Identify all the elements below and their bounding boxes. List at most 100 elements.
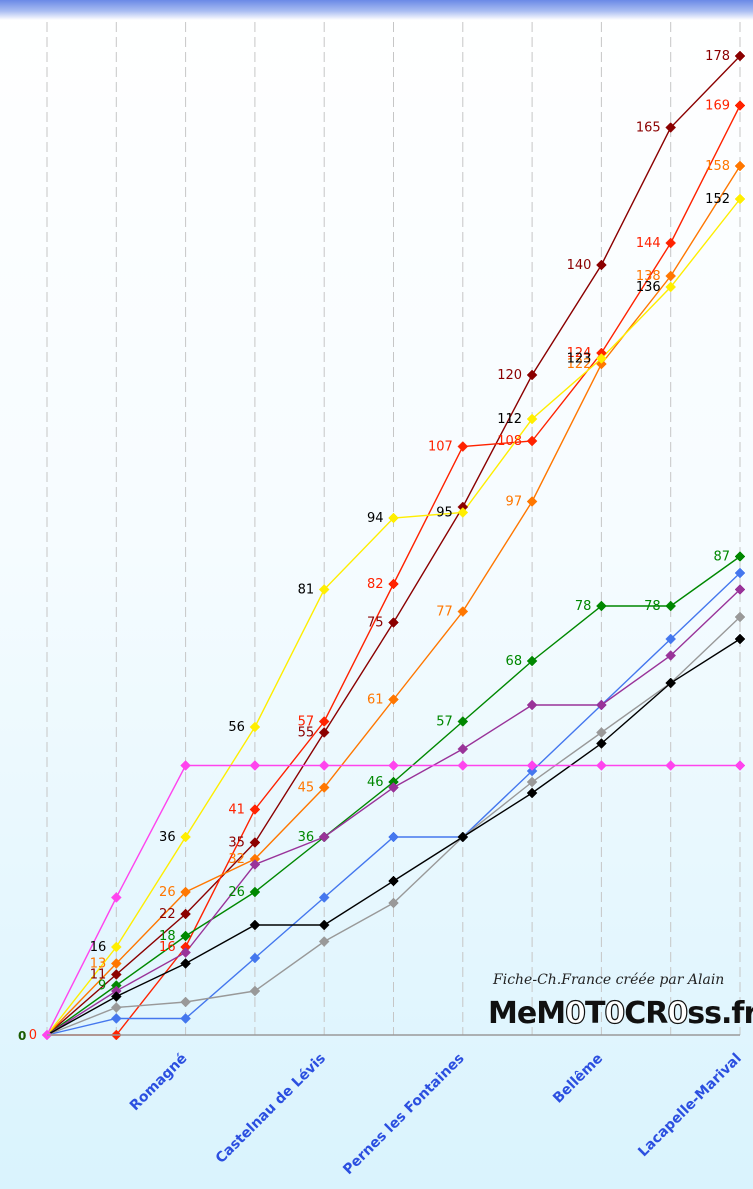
- data-point: [734, 50, 746, 62]
- data-point: [388, 897, 399, 909]
- data-point: [665, 270, 677, 282]
- data-label: 87: [713, 550, 730, 565]
- data-point: [734, 611, 746, 623]
- data-label: 124: [567, 346, 592, 361]
- data-point: [249, 886, 261, 898]
- data-label: 178: [705, 49, 730, 64]
- y-zero-label: 0: [18, 1029, 26, 1043]
- logo-part: 0: [667, 995, 689, 1031]
- data-point: [318, 716, 330, 727]
- data-point: [457, 716, 469, 727]
- data-label: 75: [367, 616, 384, 631]
- data-point: [249, 919, 261, 931]
- data-point: [665, 650, 677, 661]
- data-point: [388, 782, 399, 793]
- data-point: [526, 413, 538, 425]
- data-label: 122: [567, 357, 592, 372]
- logo-part: 0: [564, 995, 586, 1031]
- data-point: [110, 892, 122, 903]
- data-label: 138: [636, 269, 661, 284]
- data-label: 57: [298, 715, 315, 730]
- data-label: 158: [705, 159, 730, 174]
- data-point: [180, 831, 191, 843]
- data-point: [318, 936, 330, 947]
- data-label: 82: [367, 577, 384, 592]
- logo-part: ss: [687, 996, 722, 1031]
- data-point: [318, 831, 330, 843]
- data-point: [110, 1002, 122, 1013]
- data-label: 22: [159, 907, 176, 922]
- data-point: [526, 435, 538, 447]
- data-point: [110, 969, 122, 980]
- data-point: [526, 760, 538, 771]
- data-label: 32: [228, 852, 245, 867]
- data-label: 26: [228, 885, 245, 900]
- data-point: [249, 760, 261, 771]
- data-point: [249, 985, 261, 997]
- data-label: 55: [298, 726, 315, 741]
- data-point: [596, 699, 607, 711]
- data-point: [180, 1013, 191, 1024]
- data-point: [180, 886, 191, 898]
- data-point: [734, 193, 746, 205]
- data-point: [526, 776, 538, 788]
- data-point: [457, 743, 469, 755]
- data-point: [526, 765, 538, 777]
- data-point: [249, 952, 261, 964]
- data-label: 56: [228, 720, 245, 735]
- data-point: [596, 738, 607, 749]
- x-tick-label: Pernes les Fontaines: [340, 1051, 467, 1178]
- data-label: 61: [367, 693, 384, 708]
- data-label: 107: [428, 440, 453, 455]
- data-label: 0: [29, 1028, 37, 1043]
- data-label: 16: [90, 940, 107, 955]
- data-point: [526, 496, 538, 507]
- data-point: [734, 160, 746, 172]
- data-point: [734, 567, 746, 579]
- data-point: [457, 831, 469, 843]
- data-label: 45: [298, 781, 315, 796]
- data-point: [596, 353, 607, 364]
- data-label: 136: [636, 280, 661, 295]
- data-point: [180, 760, 191, 771]
- data-point: [318, 727, 330, 738]
- data-point: [180, 958, 191, 969]
- data-point: [734, 551, 746, 562]
- data-point: [665, 122, 677, 133]
- data-point: [180, 908, 191, 920]
- data-point: [665, 237, 677, 249]
- data-point: [249, 859, 261, 870]
- data-label: 140: [567, 258, 592, 273]
- x-tick-label: Lacapelle-Marival: [635, 1051, 745, 1161]
- data-label: 81: [298, 583, 315, 598]
- data-label: 77: [436, 605, 453, 620]
- data-label: 68: [506, 654, 523, 669]
- data-point: [457, 441, 469, 452]
- data-point: [457, 507, 469, 518]
- logo-part: T: [584, 996, 605, 1031]
- data-label: 95: [436, 506, 453, 521]
- data-point: [388, 760, 399, 771]
- data-point: [110, 991, 122, 1002]
- data-point: [110, 941, 122, 953]
- data-label: 123: [567, 352, 592, 367]
- data-point: [388, 578, 399, 590]
- data-label: 11: [90, 968, 107, 983]
- data-point: [526, 699, 538, 711]
- top-banner: [0, 0, 753, 20]
- data-point: [526, 787, 538, 799]
- data-label: 78: [575, 599, 592, 614]
- x-tick-label: Bellême: [550, 1051, 606, 1107]
- data-point: [596, 600, 607, 612]
- x-tick-label: Romagné: [127, 1051, 191, 1115]
- data-point: [734, 760, 746, 771]
- data-point: [318, 782, 330, 793]
- data-label: 112: [497, 412, 522, 427]
- logo-part: CR: [624, 996, 668, 1031]
- data-point: [596, 760, 607, 771]
- data-label: 41: [228, 803, 245, 818]
- data-label: 169: [705, 99, 730, 114]
- logo-part: .fr: [721, 996, 753, 1031]
- memotocross-logo[interactable]: MeM0T0CR0ss.fr: [488, 995, 753, 1031]
